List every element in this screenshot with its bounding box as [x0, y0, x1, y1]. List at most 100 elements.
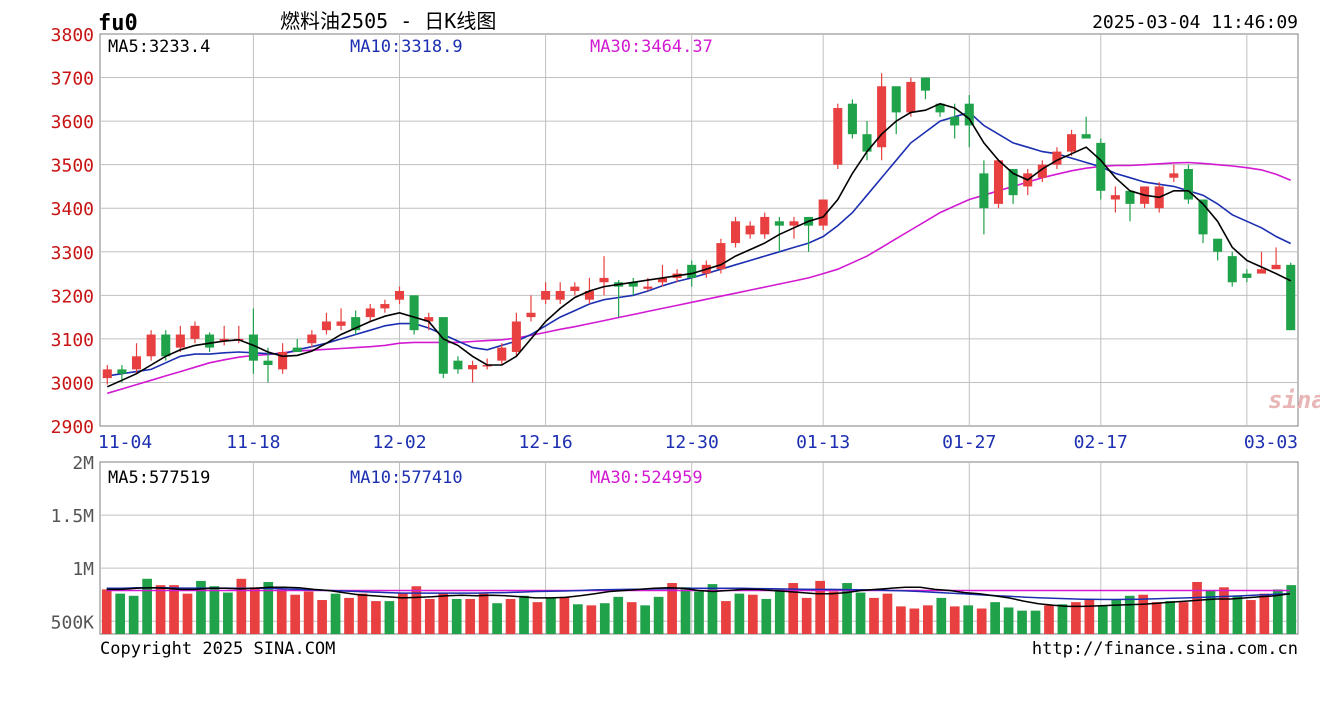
volume-ma10-path — [106, 587, 1290, 601]
candle — [1227, 251, 1237, 287]
candle-body — [321, 321, 331, 331]
candle — [1213, 238, 1223, 261]
volume-bar — [573, 604, 583, 634]
volume-bar — [1178, 602, 1189, 634]
volume-bar — [599, 603, 610, 634]
candle-body — [1169, 173, 1179, 178]
candle-body — [263, 360, 273, 366]
volume-bar — [653, 596, 664, 634]
volume-bar — [371, 601, 381, 634]
candle — [219, 325, 229, 346]
volume-bar — [1030, 610, 1041, 634]
candle — [1110, 186, 1120, 213]
price-y-tick: 3300 — [51, 243, 94, 264]
volume-bar — [936, 597, 947, 634]
candle-body — [774, 221, 784, 226]
volume-bar — [276, 589, 287, 634]
candle-body — [438, 317, 448, 374]
candle-body — [555, 290, 565, 300]
volume-y-tick: 1M — [72, 559, 94, 580]
candle-body — [950, 116, 960, 126]
volume-bar — [532, 602, 543, 634]
candle — [760, 212, 770, 239]
candle — [321, 312, 331, 335]
volume-bar — [223, 592, 233, 634]
candle — [453, 356, 463, 374]
volume-bar — [815, 580, 825, 634]
candle — [438, 317, 448, 379]
volume-bar — [694, 591, 704, 634]
volume-ma5-line — [106, 586, 1291, 608]
volume-bar — [896, 606, 906, 634]
candle — [1037, 160, 1047, 183]
candle — [1081, 116, 1091, 139]
price-y-tick: 3500 — [51, 156, 94, 177]
candle — [205, 332, 215, 352]
volume-bar — [1246, 600, 1256, 634]
candle — [497, 343, 507, 366]
volume-bar — [317, 600, 327, 634]
price-y-axis: 3800 3700 3600 3500 3400 3300 3200 3100 3000 2900 — [51, 25, 94, 438]
volume-bar — [640, 605, 651, 634]
volume-bar — [424, 598, 435, 634]
candle-body — [526, 312, 536, 318]
candle-body — [394, 290, 405, 300]
volume-y-axis: 2M 1.5M 1M 500K — [51, 453, 95, 633]
candle — [555, 282, 565, 305]
candle-body — [1067, 134, 1077, 152]
volume-bar — [855, 592, 866, 634]
candle-body — [292, 347, 302, 352]
candle-body — [1271, 264, 1281, 270]
candle-body — [599, 277, 609, 283]
candle — [862, 121, 872, 161]
candle — [292, 338, 302, 352]
volume-bar — [667, 583, 677, 634]
volume-ma5-path — [106, 586, 1291, 608]
price-y-tick: 3000 — [51, 373, 94, 394]
candle — [1183, 164, 1193, 204]
volume-bar — [559, 596, 570, 634]
volume-bar — [1138, 594, 1149, 634]
candle — [628, 277, 638, 296]
candle-body — [730, 221, 741, 244]
candle — [190, 321, 200, 344]
candle — [511, 312, 521, 357]
candle — [657, 264, 668, 287]
candle — [365, 304, 375, 322]
volume-bar — [1232, 595, 1243, 634]
volume-bar — [680, 587, 691, 634]
price-x-axis: 11-04 11-18 12-02 12-16 12-30 01-13 01-27 02-17… — [98, 432, 1298, 453]
volume-bar — [734, 593, 745, 634]
volume-bar — [1057, 604, 1068, 634]
candle — [1242, 269, 1252, 283]
price-y-tick: 2900 — [51, 417, 94, 438]
candle — [1052, 147, 1062, 170]
volume-bar — [761, 598, 772, 634]
candle-body — [628, 282, 638, 287]
volume-bar — [398, 592, 408, 634]
volume-bar — [546, 597, 556, 634]
candle-body — [657, 277, 668, 283]
candle — [380, 299, 390, 313]
volume-bar — [788, 583, 799, 634]
candle-body — [1242, 273, 1252, 278]
volume-bar — [963, 605, 974, 634]
candle-body — [468, 365, 478, 370]
candle — [1008, 169, 1018, 204]
candle-body — [1081, 134, 1091, 139]
candle-body — [1198, 199, 1208, 235]
candle-body — [1110, 195, 1120, 200]
candle-body — [570, 286, 580, 291]
candle — [1271, 247, 1281, 270]
volume-bar — [613, 596, 624, 634]
candle-body — [1213, 238, 1223, 252]
candle-body — [380, 304, 390, 309]
volume-bar — [115, 593, 126, 634]
price-y-tick: 3800 — [51, 25, 94, 46]
candle — [248, 308, 258, 374]
candle — [394, 286, 405, 305]
candle-body — [453, 360, 463, 370]
volume-bar — [182, 593, 193, 634]
price-y-tick: 3600 — [51, 112, 94, 133]
volume-bar — [438, 592, 449, 634]
